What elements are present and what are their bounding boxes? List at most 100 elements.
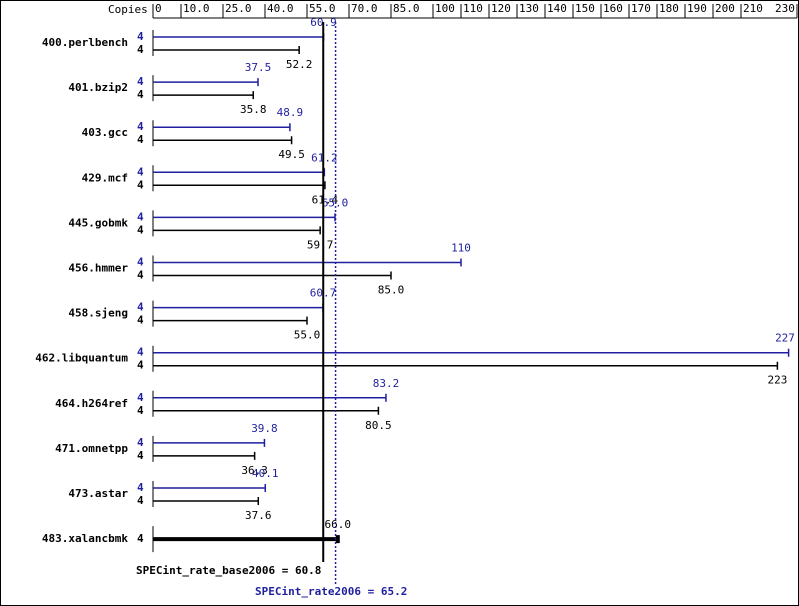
category-label: 445.gobmk bbox=[68, 216, 128, 229]
x-tick-label: 160 bbox=[603, 2, 623, 15]
bar bbox=[153, 213, 336, 222]
value-label: 37.6 bbox=[245, 509, 272, 522]
copies: 4 bbox=[137, 494, 144, 507]
category-label: 462.libquantum bbox=[35, 352, 128, 365]
bar bbox=[153, 484, 267, 492]
x-tick-label: 0 bbox=[155, 2, 162, 15]
value-label: 35.8 bbox=[240, 103, 267, 116]
copies: 4 bbox=[137, 30, 144, 43]
x-tick-label: 40.0 bbox=[267, 2, 294, 15]
category-label: 400.perlbench bbox=[42, 36, 128, 49]
category-label: 473.astar bbox=[68, 487, 128, 500]
copies: 4 bbox=[137, 210, 144, 223]
bar bbox=[153, 406, 380, 415]
bar bbox=[153, 168, 326, 177]
category-label: 458.sjeng bbox=[68, 307, 128, 320]
copies: 4 bbox=[137, 481, 144, 494]
category-label: 464.h264ref bbox=[55, 397, 128, 410]
value-label: 55.0 bbox=[294, 329, 321, 342]
value-label: 49.5 bbox=[278, 148, 305, 161]
bar bbox=[153, 303, 324, 312]
x-tick-label: 150 bbox=[575, 2, 595, 15]
copies: 4 bbox=[137, 133, 144, 146]
value-label: 227 bbox=[775, 332, 795, 345]
reference-label: SPECint_rate_base2006 = 60.8 bbox=[136, 564, 321, 577]
copies: 4 bbox=[137, 165, 144, 178]
copies: 4 bbox=[137, 404, 144, 417]
value-label: 80.5 bbox=[365, 419, 392, 432]
value-label: 59.7 bbox=[307, 238, 334, 251]
copies-label: Copies bbox=[108, 3, 148, 16]
bar bbox=[153, 136, 293, 145]
bar bbox=[153, 258, 462, 267]
x-tick-label: 190 bbox=[687, 2, 707, 15]
value-label: 39.8 bbox=[251, 422, 278, 435]
x-tick-label: 10.0 bbox=[183, 2, 210, 15]
bar bbox=[153, 123, 291, 132]
bar bbox=[153, 226, 321, 235]
value-label: 66.0 bbox=[325, 518, 352, 531]
bar bbox=[153, 181, 326, 190]
x-tick-label: 230 bbox=[775, 2, 795, 15]
value-label: 61.4 bbox=[312, 193, 339, 206]
copies: 4 bbox=[137, 120, 144, 133]
copies: 4 bbox=[137, 269, 144, 282]
x-tick-label: 130 bbox=[519, 2, 539, 15]
copies: 4 bbox=[137, 256, 144, 269]
copies: 4 bbox=[137, 178, 144, 191]
copies: 4 bbox=[137, 75, 144, 88]
bar bbox=[153, 33, 325, 41]
x-tick-label: 170 bbox=[631, 2, 651, 15]
copies: 4 bbox=[137, 346, 144, 359]
copies: 4 bbox=[137, 359, 144, 372]
category-label: 471.omnetpp bbox=[55, 442, 128, 455]
copies: 4 bbox=[137, 449, 144, 462]
bar bbox=[153, 451, 256, 460]
bar bbox=[153, 438, 266, 447]
category-label: 456.hmmer bbox=[68, 262, 128, 275]
x-tick-label: 55.0 bbox=[309, 2, 336, 15]
copies: 4 bbox=[137, 532, 144, 545]
bar bbox=[153, 271, 392, 280]
x-tick-label: 200 bbox=[715, 2, 735, 15]
x-tick-label: 140 bbox=[547, 2, 567, 15]
value-label: 48.9 bbox=[277, 106, 304, 119]
x-tick-label: 85.0 bbox=[393, 2, 420, 15]
copies: 4 bbox=[137, 223, 144, 236]
bar bbox=[153, 535, 340, 544]
x-tick-label: 100 bbox=[435, 2, 455, 15]
reference-label: SPECint_rate2006 = 65.2 bbox=[255, 585, 407, 598]
value-label: 40.1 bbox=[252, 467, 279, 480]
copies: 4 bbox=[137, 43, 144, 56]
copies: 4 bbox=[137, 391, 144, 404]
copies: 4 bbox=[137, 301, 144, 314]
bar bbox=[153, 46, 300, 54]
value-label: 223 bbox=[767, 374, 787, 387]
bar bbox=[153, 78, 259, 87]
bar bbox=[153, 393, 387, 402]
value-label: 110 bbox=[451, 242, 471, 255]
x-tick-label: 110 bbox=[463, 2, 483, 15]
category-label: 401.bzip2 bbox=[68, 81, 128, 94]
category-label: 403.gcc bbox=[82, 126, 128, 139]
copies: 4 bbox=[137, 88, 144, 101]
bar bbox=[153, 316, 308, 325]
value-label: 83.2 bbox=[373, 377, 400, 390]
value-label: 85.0 bbox=[378, 284, 405, 297]
bar bbox=[153, 91, 254, 100]
category-label: 483.xalancbmk bbox=[42, 532, 128, 545]
x-tick-label: 210 bbox=[743, 2, 763, 15]
copies: 4 bbox=[137, 436, 144, 449]
copies: 4 bbox=[137, 314, 144, 327]
bar bbox=[153, 348, 790, 357]
x-tick-label: 180 bbox=[659, 2, 679, 15]
value-label: 61.2 bbox=[311, 151, 338, 164]
x-tick-label: 70.0 bbox=[351, 2, 378, 15]
value-label: 52.2 bbox=[286, 58, 313, 71]
x-tick-label: 120 bbox=[491, 2, 511, 15]
category-label: 429.mcf bbox=[82, 171, 128, 184]
value-label: 37.5 bbox=[245, 61, 272, 74]
bar bbox=[153, 497, 260, 505]
x-tick-label: 25.0 bbox=[225, 2, 252, 15]
